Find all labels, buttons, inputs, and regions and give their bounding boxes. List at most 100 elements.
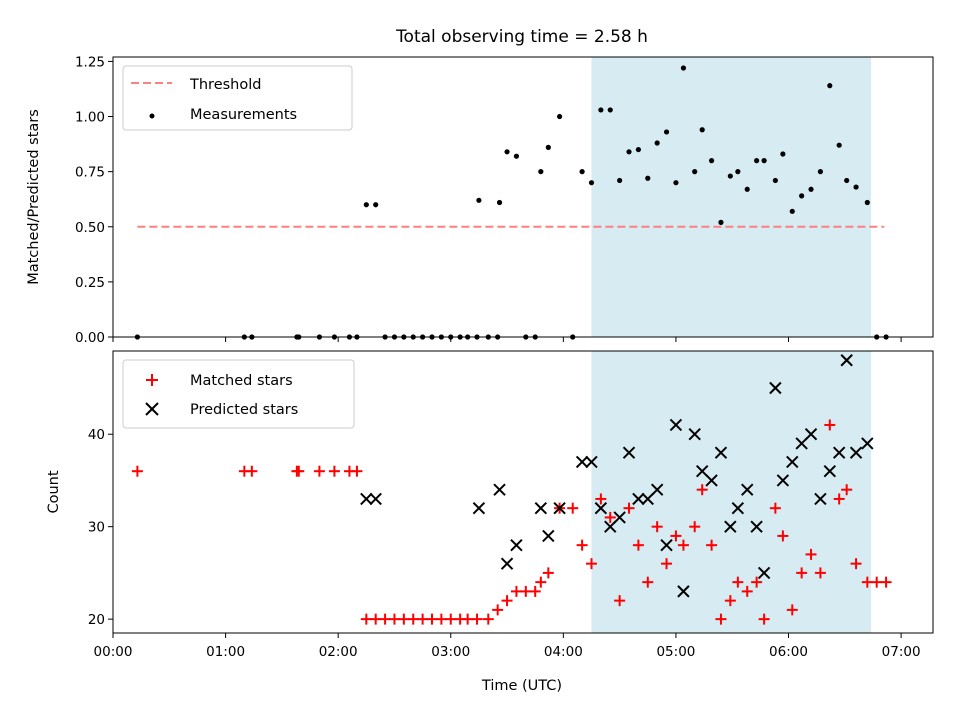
matched-star-point	[131, 465, 143, 477]
matched-star-point	[482, 613, 494, 625]
predicted-star-point	[534, 501, 548, 515]
measurement-point	[673, 180, 679, 186]
measurement-point	[476, 197, 482, 203]
legend-predicted-label: Predicted stars	[190, 402, 298, 418]
bottom-y-tick-label: 30	[88, 520, 105, 536]
measurement-point	[799, 193, 805, 199]
measurement-point	[373, 202, 379, 208]
predicted-star-point	[750, 520, 763, 533]
matched-star-point	[696, 484, 708, 496]
predicted-star-point	[641, 492, 654, 506]
predicted-star-point	[840, 354, 853, 367]
matched-star-point	[529, 585, 541, 597]
bottom-x-tick-label: 06:00	[769, 644, 808, 660]
measurement-point	[617, 177, 623, 184]
legend-measurements-swatch	[149, 113, 155, 119]
predicted-star-point	[786, 455, 799, 469]
matched-star-point	[462, 613, 474, 625]
matched-star-point	[814, 567, 826, 579]
measurement-point	[513, 153, 520, 159]
matched-star-point	[632, 539, 644, 551]
top-y-tick-label: 0.25	[75, 275, 105, 291]
matched-star-point	[786, 604, 798, 616]
measurement-point	[817, 169, 824, 175]
matched-star-point	[824, 419, 836, 431]
predicted-star-point	[849, 446, 863, 459]
bottom-x-tick-label: 04:00	[544, 644, 583, 660]
bottom-y-ticks: 20 30 40	[88, 427, 113, 628]
matched-star-point	[567, 502, 579, 514]
predicted-star-point	[714, 446, 728, 459]
measurement-point	[645, 175, 651, 181]
bottom-x-tick-label: 01:00	[206, 644, 245, 660]
measurement-point	[708, 158, 715, 164]
top-y-ticks: 0.00 0.25 0.50 0.75 1.00 1.25	[75, 54, 113, 346]
predicted-star-point	[604, 520, 617, 533]
top-legend: Threshold Measurements	[122, 65, 353, 131]
matched-star-point	[880, 576, 892, 588]
matched-star-point	[398, 613, 410, 625]
measurement-point	[654, 140, 660, 146]
matched-star-point	[379, 613, 391, 625]
matched-star-point	[850, 558, 862, 570]
bottom-y-tick-label: 20	[88, 612, 105, 628]
matched-star-point	[769, 502, 781, 514]
matched-star-point	[841, 484, 853, 496]
matched-star-point	[715, 613, 727, 625]
bottom-panel: 20 30 40 00:00 01:00 02:00 03:00 04:00 05:00 06:…	[46, 350, 934, 694]
measurement-point	[663, 129, 670, 135]
measurement-point	[808, 186, 814, 192]
legend-predicted-swatch	[145, 402, 159, 416]
measurement-point	[864, 199, 870, 206]
predicted-star-point	[731, 501, 745, 515]
bottom-axes-frame	[112, 350, 934, 634]
measurement-point	[780, 151, 786, 157]
matched-star-point	[520, 585, 532, 597]
matched-star-point	[651, 521, 663, 533]
top-legend-box	[122, 65, 353, 131]
matched-star-point	[388, 613, 400, 625]
bottom-shaded-span	[591, 351, 872, 633]
top-y-axis-label: Matched/Predicted stars	[26, 109, 42, 285]
top-y-tick-label: 1.00	[75, 110, 105, 126]
predicted-star-points	[360, 354, 874, 598]
predicted-star-point	[823, 464, 837, 478]
measurement-point	[754, 158, 760, 164]
matched-star-point	[661, 558, 673, 570]
measurement-point	[363, 202, 369, 208]
top-y-tick-label: 0.75	[75, 165, 105, 181]
measurement-point	[692, 169, 698, 175]
matched-star-point	[535, 576, 547, 588]
x-axis-label: Time (UTC)	[481, 678, 562, 694]
predicted-star-point	[553, 501, 566, 515]
legend-matched-swatch	[146, 374, 158, 386]
measurement-point	[718, 219, 724, 225]
matched-star-point	[805, 548, 817, 560]
matched-star-point	[246, 465, 258, 477]
measurement-point	[635, 146, 642, 153]
measurement-point	[496, 199, 503, 206]
matched-star-points	[131, 419, 892, 625]
measurement-point	[556, 113, 563, 120]
predicted-star-point	[832, 446, 846, 459]
matched-star-point	[360, 613, 372, 625]
measurement-point	[545, 144, 551, 150]
measurement-point	[626, 149, 632, 155]
matched-star-point	[585, 558, 597, 570]
predicted-star-point	[795, 437, 808, 450]
predicted-star-point	[613, 511, 626, 524]
measurement-point	[761, 158, 767, 164]
matched-star-point	[871, 576, 883, 588]
legend-matched-label: Matched stars	[190, 373, 293, 389]
matched-star-point	[417, 613, 429, 625]
predicted-star-point	[542, 529, 555, 543]
predicted-star-point	[632, 492, 645, 506]
matched-star-point	[407, 613, 419, 625]
matched-star-point	[833, 493, 845, 505]
matched-star-point	[732, 576, 744, 588]
measurement-point	[772, 177, 778, 184]
predicted-star-point	[724, 520, 737, 533]
matched-star-point	[542, 567, 554, 579]
matched-star-point	[351, 465, 363, 477]
predicted-star-point	[500, 557, 514, 570]
